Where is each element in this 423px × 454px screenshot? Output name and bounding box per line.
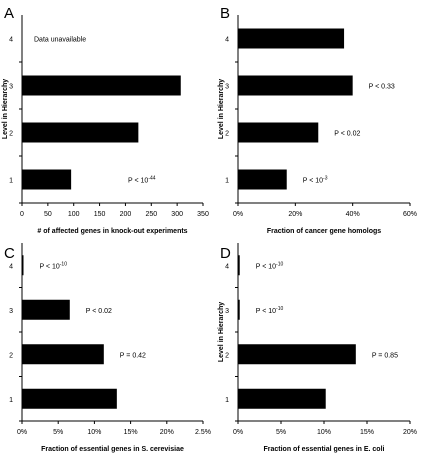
- annotation: P < 0.02: [334, 131, 360, 138]
- bar: [22, 75, 181, 96]
- bar: [22, 299, 70, 320]
- bar: [238, 255, 240, 276]
- x-tick-label: 20%: [160, 429, 174, 436]
- y-tick-label: 4: [225, 37, 229, 44]
- x-tick-label: 20%: [288, 211, 302, 218]
- y-tick-label: 2: [225, 352, 229, 359]
- panel-b: B 0% 20% 40% 60% 1 2 3 4 Level in Hierarchy Fracti…: [218, 5, 417, 235]
- annotation: P < 10-10: [39, 261, 67, 270]
- panel-d: D 0% 5% 10% 15% 20% 1 2 3 4 Level in Hierarchy Frac…: [218, 243, 417, 453]
- y-axis-title: Level in Hierarchy: [218, 79, 225, 139]
- panel-a: A 0 50 100 150 200 250 300 350 1 2 3 4 Level in Hiera…: [2, 5, 209, 235]
- bar: [22, 122, 139, 143]
- y-tick-label: 3: [225, 308, 229, 315]
- panel-letter: D: [220, 245, 231, 262]
- panel-c: C 0% 5% 10% 15% 20% 2.5% 1 2 3 4 Fraction of essent…: [4, 243, 211, 453]
- y-tick-label: 2: [9, 131, 13, 138]
- y-tick-label: 1: [225, 178, 229, 185]
- bar: [238, 388, 326, 409]
- annotation: Data unavailable: [34, 37, 86, 44]
- panel-letter: B: [220, 5, 230, 22]
- x-tick-label: 350: [197, 211, 209, 218]
- x-tick-label: 10%: [87, 429, 101, 436]
- bar: [22, 388, 117, 409]
- x-tick-label: 0%: [233, 429, 243, 436]
- y-tick-label: 1: [9, 397, 13, 404]
- bar: [238, 75, 353, 96]
- x-tick-label: 0: [20, 211, 24, 218]
- y-tick-label: 1: [9, 178, 13, 185]
- bar: [238, 169, 287, 190]
- x-tick-label: 2.5%: [195, 429, 211, 436]
- panel-letter: A: [4, 5, 14, 22]
- y-tick-label: 3: [9, 84, 13, 91]
- bar: [22, 169, 72, 190]
- x-tick-label: 5%: [276, 429, 286, 436]
- annotation: P < 0.33: [369, 84, 395, 91]
- x-axis-title: Fraction of cancer gene homologs: [267, 228, 381, 235]
- x-tick-label: 10%: [317, 429, 331, 436]
- x-tick-label: 200: [120, 211, 132, 218]
- x-tick-label: 40%: [346, 211, 360, 218]
- x-tick-label: 0%: [233, 211, 243, 218]
- y-axis-title: Level in Hierarchy: [2, 79, 9, 139]
- bar: [238, 122, 319, 143]
- x-tick-label: 0%: [17, 429, 27, 436]
- bar: [238, 299, 240, 320]
- y-tick-label: 4: [9, 263, 13, 270]
- annotation: P < 0.02: [86, 308, 112, 315]
- x-tick-label: 50: [44, 211, 52, 218]
- x-tick-label: 300: [171, 211, 183, 218]
- y-tick-label: 4: [9, 37, 13, 44]
- x-axis-title: Fraction of essential genes in E. coli: [264, 446, 385, 453]
- annotation: P < 10-10: [256, 261, 284, 270]
- y-tick-label: 3: [9, 308, 13, 315]
- bar: [238, 28, 345, 49]
- y-tick-label: 2: [225, 131, 229, 138]
- y-tick-label: 1: [225, 397, 229, 404]
- x-axis-title: Fraction of essential genes in S. cerevi…: [41, 446, 184, 453]
- annotation: P = 0.42: [120, 352, 146, 359]
- annotation: P < 10-44: [128, 176, 156, 185]
- bar: [22, 255, 24, 276]
- x-tick-label: 20%: [403, 429, 417, 436]
- x-tick-label: 250: [145, 211, 157, 218]
- annotation: P < 10-10: [256, 306, 284, 315]
- x-tick-label: 150: [94, 211, 106, 218]
- y-tick-label: 4: [225, 263, 229, 270]
- x-tick-label: 60%: [403, 211, 417, 218]
- y-axis-title: Level in Hierarchy: [218, 302, 225, 362]
- bar: [22, 344, 104, 365]
- x-tick-label: 15%: [124, 429, 138, 436]
- y-tick-label: 3: [225, 84, 229, 91]
- x-tick-label: 15%: [360, 429, 374, 436]
- annotation: P = 0.85: [372, 352, 398, 359]
- bar: [238, 344, 356, 365]
- panel-letter: C: [4, 245, 15, 262]
- annotation: P < 10-3: [303, 176, 328, 185]
- x-tick-label: 100: [68, 211, 80, 218]
- x-axis-title: # of affected genes in knock-out experim…: [37, 228, 187, 235]
- y-tick-label: 2: [9, 352, 13, 359]
- x-tick-label: 5%: [53, 429, 63, 436]
